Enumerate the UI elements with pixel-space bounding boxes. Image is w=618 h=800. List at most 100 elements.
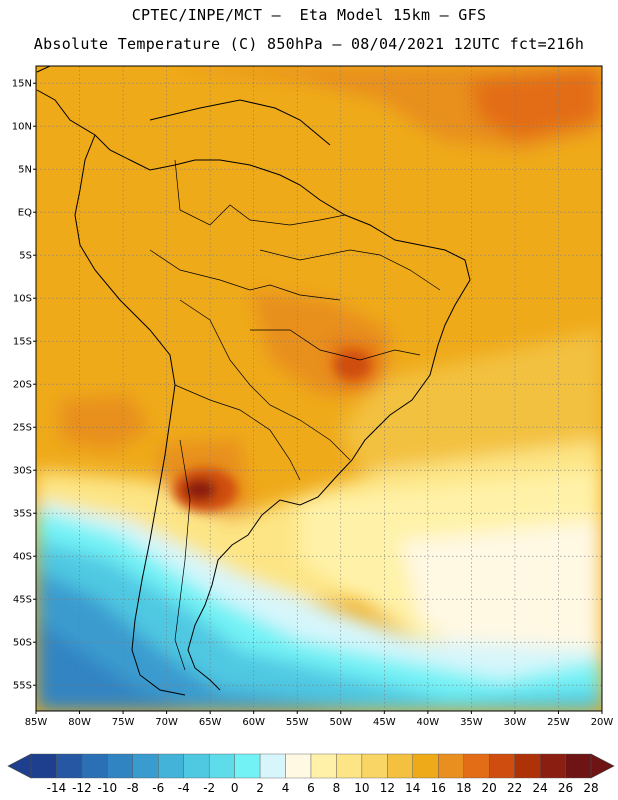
colorbar-swatch: [539, 753, 566, 779]
colorbar-label: -6: [152, 781, 164, 795]
coastline-west: [74, 134, 186, 696]
lat-label: 5N: [18, 165, 32, 176]
lat-label: EQ: [18, 208, 32, 219]
colorbar-swatch: [183, 753, 210, 779]
colorbar-swatch: [310, 753, 337, 779]
colorbar-label: -2: [203, 781, 215, 795]
colorbar-label: 8: [333, 781, 341, 795]
longitude-labels: 85W 80W 75W 70W 65W 60W 55W 50W 45W 40W 35W 30W 25W 2…: [25, 711, 614, 728]
lat-label: 30S: [13, 466, 32, 477]
colorbar-swatch: [132, 753, 159, 779]
lat-label: 5S: [19, 251, 32, 262]
map-frame: [35, 65, 603, 712]
lat-label: 50S: [13, 638, 32, 649]
colorbar-swatch: [514, 753, 541, 779]
colorbar-swatch: [208, 753, 235, 779]
colorbar-swatch: [259, 753, 286, 779]
lat-label: 40S: [13, 552, 32, 563]
lon-label: 35W: [460, 717, 483, 728]
lon-label: 20W: [591, 717, 614, 728]
colorbar-label: 4: [282, 781, 290, 795]
field-6-8: [400, 520, 602, 670]
colorbar-label: 16: [431, 781, 446, 795]
field-neg8-neg6: [36, 620, 200, 711]
lon-label: 30W: [504, 717, 527, 728]
colorbar-label: 26: [558, 781, 573, 795]
lon-label: 25W: [547, 717, 570, 728]
latitude-labels: 15N 10N 5N EQ 5S 10S 15S 20S 25S 30S 35S 40S 45S 50S 5…: [12, 79, 36, 692]
lon-label: 65W: [199, 717, 222, 728]
lat-label: 15S: [13, 337, 32, 348]
lon-label: 85W: [25, 717, 48, 728]
lon-label: 40W: [417, 717, 440, 728]
colorbar-swatch: [361, 753, 388, 779]
lon-label: 80W: [68, 717, 91, 728]
gridlines: [36, 66, 602, 711]
field-neg6-neg2: [36, 570, 380, 711]
colorbar-label: 22: [507, 781, 522, 795]
colorbar-label: 20: [482, 781, 497, 795]
lat-label: 55S: [13, 681, 32, 692]
coastline-caribbean: [149, 99, 331, 146]
colorbar-label: 10: [354, 781, 369, 795]
colorbar-label: 18: [456, 781, 471, 795]
colorbar-label: 0: [231, 781, 239, 795]
colorbar-swatch: [387, 753, 414, 779]
colorbar-swatch: [30, 753, 57, 779]
field-14-16-atlantic: [340, 330, 602, 470]
colorbar-swatch: [56, 753, 83, 779]
colorbar-swatch: [412, 753, 439, 779]
colorbar: -14 -12 -10 -8 -6 -4 -2 0 2 4 6 8 10 12 14 16 18 20 22 24 26…: [7, 753, 615, 795]
country-borders: [149, 159, 441, 671]
colorbar-label: -4: [178, 781, 190, 795]
lon-label: 70W: [155, 717, 178, 728]
colorbar-arrow-right: [590, 753, 615, 779]
lon-label: 55W: [286, 717, 309, 728]
temperature-field: [36, 66, 602, 711]
lon-label: 45W: [373, 717, 396, 728]
border-brazil-states: [250, 329, 421, 361]
title-line-2: Absolute Temperature (C) 850hPa – 08/04/…: [33, 35, 585, 53]
field-hot-mato-grosso: [334, 351, 370, 379]
lat-label: 15N: [12, 79, 32, 90]
colorbar-label: 12: [380, 781, 395, 795]
title-line-1: CPTEC/INPE/MCT – Eta Model 15km – GFS: [131, 6, 487, 24]
lat-label: 25S: [13, 423, 32, 434]
colorbar-swatch: [81, 753, 108, 779]
colorbar-swatch: [234, 753, 261, 779]
border-north: [174, 159, 346, 226]
colorbar-label: 28: [583, 781, 598, 795]
lon-label: 50W: [329, 717, 352, 728]
border-amazon: [149, 249, 341, 301]
border-brazil-north-states: [259, 249, 441, 291]
field-warm-atlantic: [470, 66, 602, 140]
colorbar-label: 24: [532, 781, 547, 795]
coastlines: [36, 66, 471, 696]
colorbar-label: -14: [47, 781, 67, 795]
border-chile-argentina: [174, 439, 191, 671]
lon-label: 75W: [112, 717, 135, 728]
lat-label: 35S: [13, 509, 32, 520]
lat-label: 45S: [13, 595, 32, 606]
colorbar-label: 2: [256, 781, 264, 795]
colorbar-label: -12: [72, 781, 92, 795]
colorbar-swatch: [565, 753, 592, 779]
lon-label: 60W: [242, 717, 265, 728]
colorbar-swatch: [285, 753, 312, 779]
colorbar-label: 14: [405, 781, 420, 795]
colorbar-swatch: [438, 753, 464, 779]
lat-label: 20S: [13, 380, 32, 391]
colorbar-swatch: [158, 753, 184, 779]
colorbar-swatch: [107, 753, 134, 779]
field-hottest-core: [184, 479, 216, 501]
colorbar-swatch: [336, 753, 363, 779]
colorbar-swatch: [463, 753, 490, 779]
coastline-east: [36, 66, 471, 691]
colorbar-swatch: [488, 753, 515, 779]
border-argentina: [174, 384, 301, 481]
colorbar-label: -10: [98, 781, 118, 795]
field-warm-pacific: [60, 395, 150, 450]
colorbar-label: -8: [127, 781, 139, 795]
border-bolivia-paraguay: [179, 299, 351, 461]
